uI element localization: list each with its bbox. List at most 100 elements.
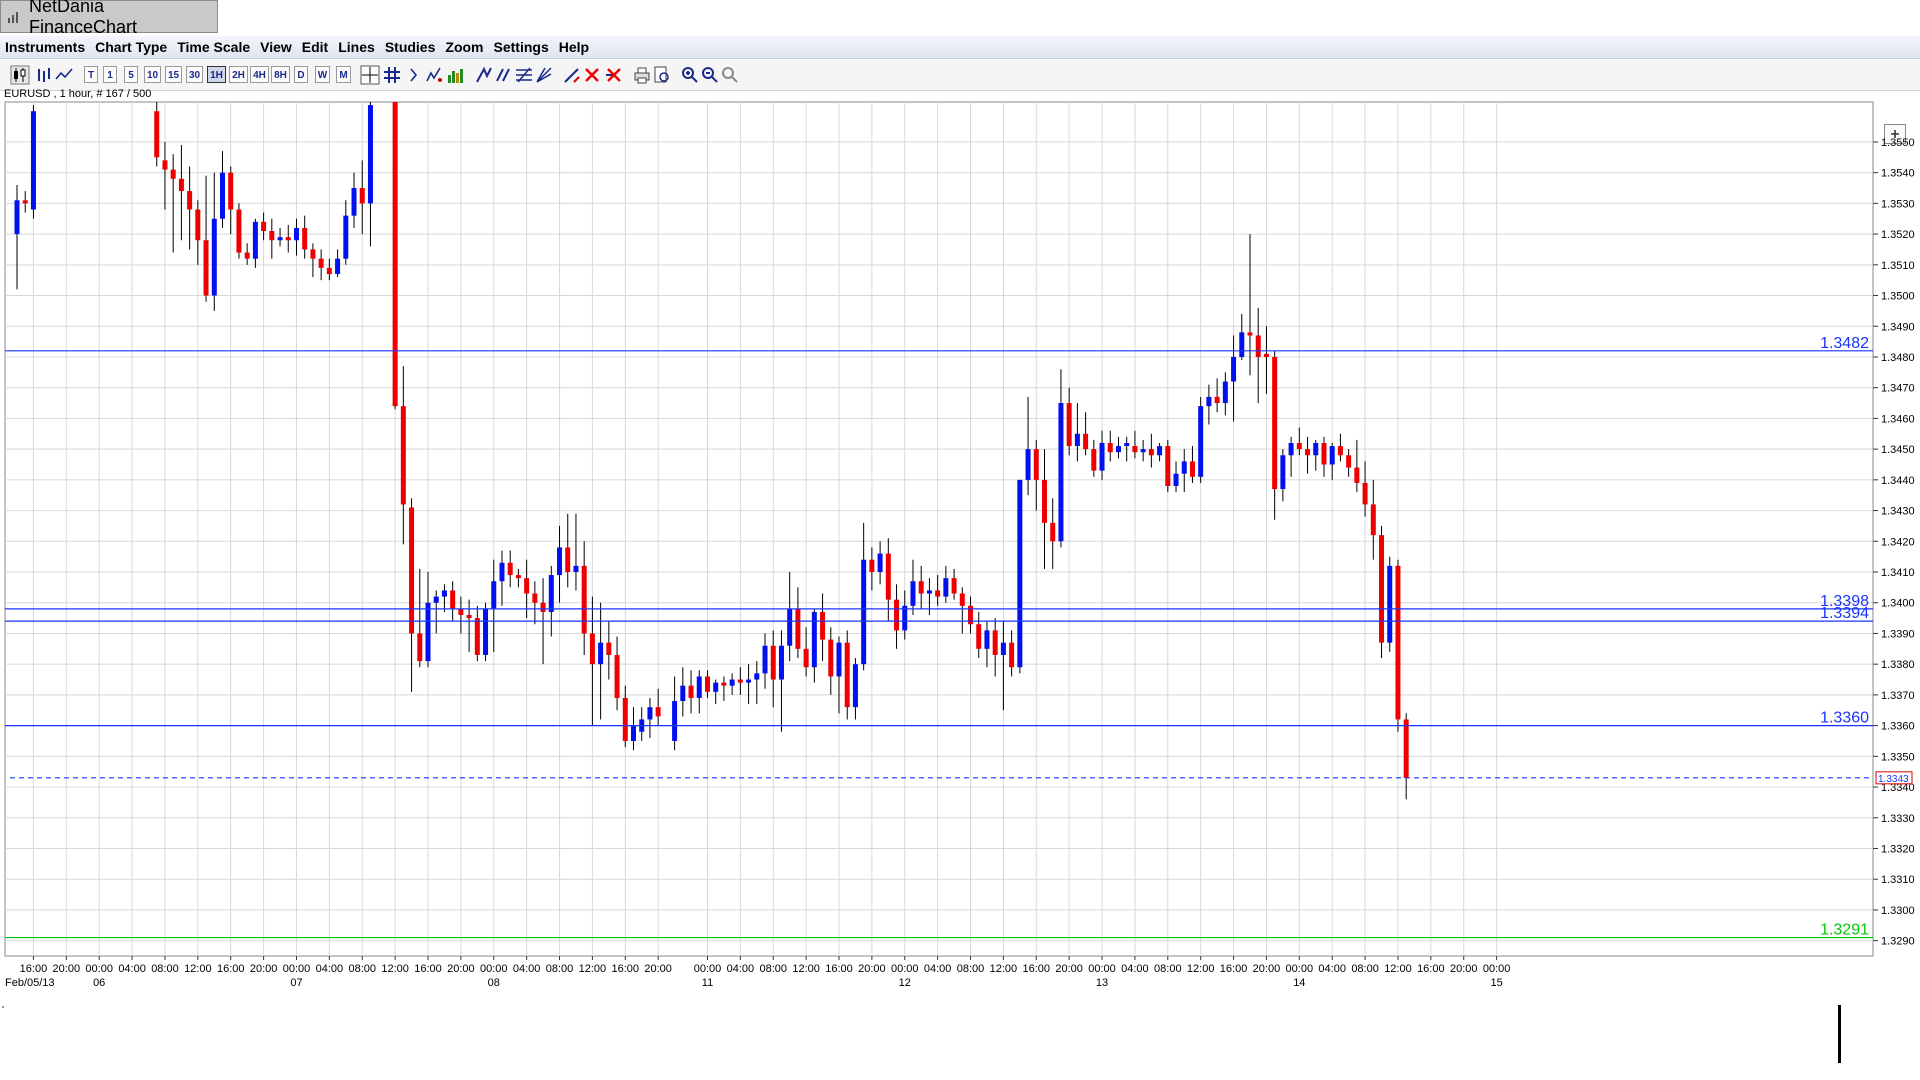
candle-up[interactable] bbox=[672, 701, 678, 741]
print-icon[interactable] bbox=[632, 65, 652, 85]
candle-up[interactable] bbox=[926, 590, 932, 594]
candle-up[interactable] bbox=[1329, 446, 1335, 465]
menu-chart-type[interactable]: Chart Type bbox=[95, 39, 168, 55]
trendline-icon[interactable] bbox=[474, 65, 494, 85]
candle-up[interactable] bbox=[211, 218, 217, 296]
app-window-tab[interactable]: NetDania FinanceChart bbox=[0, 0, 218, 37]
print-preview-icon[interactable] bbox=[652, 65, 672, 85]
timescale-tick-button[interactable]: T bbox=[84, 66, 98, 83]
menu-edit[interactable]: Edit bbox=[301, 39, 329, 55]
timescale-15m-button[interactable]: 15 bbox=[165, 66, 182, 83]
candle-down[interactable] bbox=[392, 102, 398, 407]
menu-help[interactable]: Help bbox=[558, 39, 590, 55]
studies-icon[interactable] bbox=[424, 65, 444, 85]
candle-up[interactable] bbox=[1017, 479, 1023, 668]
candle-up[interactable] bbox=[433, 596, 439, 603]
edit-line-icon[interactable] bbox=[562, 65, 582, 85]
candle-down[interactable] bbox=[704, 676, 710, 692]
candle-down[interactable] bbox=[622, 697, 628, 741]
candle-down[interactable] bbox=[1346, 455, 1352, 468]
candle-down[interactable] bbox=[1083, 433, 1089, 450]
candle-down[interactable] bbox=[1033, 449, 1039, 480]
candle-up[interactable] bbox=[696, 676, 702, 698]
timescale-30m-button[interactable]: 30 bbox=[186, 66, 203, 83]
candle-down[interactable] bbox=[203, 240, 209, 296]
candle-up[interactable] bbox=[491, 581, 497, 609]
candle-down[interactable] bbox=[820, 611, 826, 640]
candle-up[interactable] bbox=[836, 642, 842, 677]
candle-up[interactable] bbox=[861, 559, 867, 665]
candle-up[interactable] bbox=[1173, 473, 1179, 486]
timescale-8h-button[interactable]: 8H bbox=[271, 66, 290, 83]
candlestick-chart-icon[interactable] bbox=[10, 65, 30, 85]
candle-down[interactable] bbox=[1050, 522, 1056, 542]
candle-down[interactable] bbox=[532, 593, 538, 603]
candle-down[interactable] bbox=[614, 654, 620, 698]
timescale-10m-button[interactable]: 10 bbox=[144, 66, 161, 83]
candle-down[interactable] bbox=[515, 575, 521, 579]
candle-up[interactable] bbox=[293, 227, 299, 241]
candle-up[interactable] bbox=[787, 608, 793, 646]
candle-down[interactable] bbox=[236, 209, 242, 253]
menu-instruments[interactable]: Instruments bbox=[5, 39, 86, 55]
candle-up[interactable] bbox=[1239, 332, 1245, 357]
candle-down[interactable] bbox=[1296, 442, 1302, 450]
candle-up[interactable] bbox=[1387, 565, 1393, 643]
candle-down[interactable] bbox=[589, 633, 595, 665]
candle-down[interactable] bbox=[1189, 461, 1195, 477]
candle-down[interactable] bbox=[976, 624, 982, 649]
candle-down[interactable] bbox=[359, 188, 365, 204]
menu-view[interactable]: View bbox=[260, 39, 292, 55]
candle-down[interactable] bbox=[935, 590, 941, 597]
candle-down[interactable] bbox=[1305, 449, 1311, 456]
candle-down[interactable] bbox=[228, 172, 234, 210]
timescale-2h-button[interactable]: 2H bbox=[229, 66, 248, 83]
candle-down[interactable] bbox=[417, 633, 423, 662]
crosshair-icon[interactable] bbox=[360, 65, 380, 85]
candle-down[interactable] bbox=[606, 642, 612, 655]
candle-down[interactable] bbox=[170, 169, 176, 179]
candle-up[interactable] bbox=[277, 237, 283, 241]
candle-up[interactable] bbox=[499, 562, 505, 582]
candle-up[interactable] bbox=[425, 602, 431, 662]
candle-down[interactable] bbox=[803, 648, 809, 668]
candle-up[interactable] bbox=[1074, 433, 1080, 447]
candle-down[interactable] bbox=[770, 645, 776, 680]
candle-down[interactable] bbox=[828, 639, 834, 677]
cursor-icon[interactable] bbox=[404, 65, 424, 85]
candle-up[interactable] bbox=[902, 605, 908, 631]
candle-up[interactable] bbox=[1140, 449, 1146, 453]
candle-down[interactable] bbox=[894, 599, 900, 631]
candle-up[interactable] bbox=[1181, 461, 1187, 474]
candle-up[interactable] bbox=[943, 578, 949, 597]
timescale-1h-button[interactable]: 1H bbox=[207, 66, 226, 83]
candle-down[interactable] bbox=[1354, 467, 1360, 483]
fibonacci-icon[interactable] bbox=[514, 65, 534, 85]
candle-down[interactable] bbox=[187, 191, 193, 210]
candle-up[interactable] bbox=[910, 581, 916, 606]
candle-up[interactable] bbox=[441, 590, 447, 597]
candle-up[interactable] bbox=[713, 682, 719, 692]
candle-up[interactable] bbox=[1099, 442, 1105, 471]
candle-down[interactable] bbox=[178, 178, 184, 192]
candle-up[interactable] bbox=[1124, 442, 1130, 447]
candle-up[interactable] bbox=[351, 188, 357, 216]
candle-down[interactable] bbox=[318, 258, 324, 268]
candle-down[interactable] bbox=[507, 562, 513, 576]
candle-down[interactable] bbox=[869, 559, 875, 573]
candle-up[interactable] bbox=[367, 105, 373, 204]
candle-down[interactable] bbox=[844, 642, 850, 708]
candle-down[interactable] bbox=[1337, 446, 1343, 456]
bar-chart-icon[interactable] bbox=[34, 65, 54, 85]
candle-down[interactable] bbox=[918, 581, 924, 594]
candle-down[interactable] bbox=[326, 267, 332, 275]
candle-up[interactable] bbox=[631, 725, 636, 741]
candle-up[interactable] bbox=[14, 200, 20, 235]
zoom-out-icon[interactable] bbox=[700, 65, 720, 85]
candle-down[interactable] bbox=[458, 608, 464, 616]
candle-up[interactable] bbox=[1231, 356, 1237, 382]
candle-down[interactable] bbox=[1214, 396, 1220, 404]
channel-line-icon[interactable] bbox=[494, 65, 514, 85]
candle-down[interactable] bbox=[1091, 449, 1097, 471]
candle-down[interactable] bbox=[1272, 356, 1278, 490]
